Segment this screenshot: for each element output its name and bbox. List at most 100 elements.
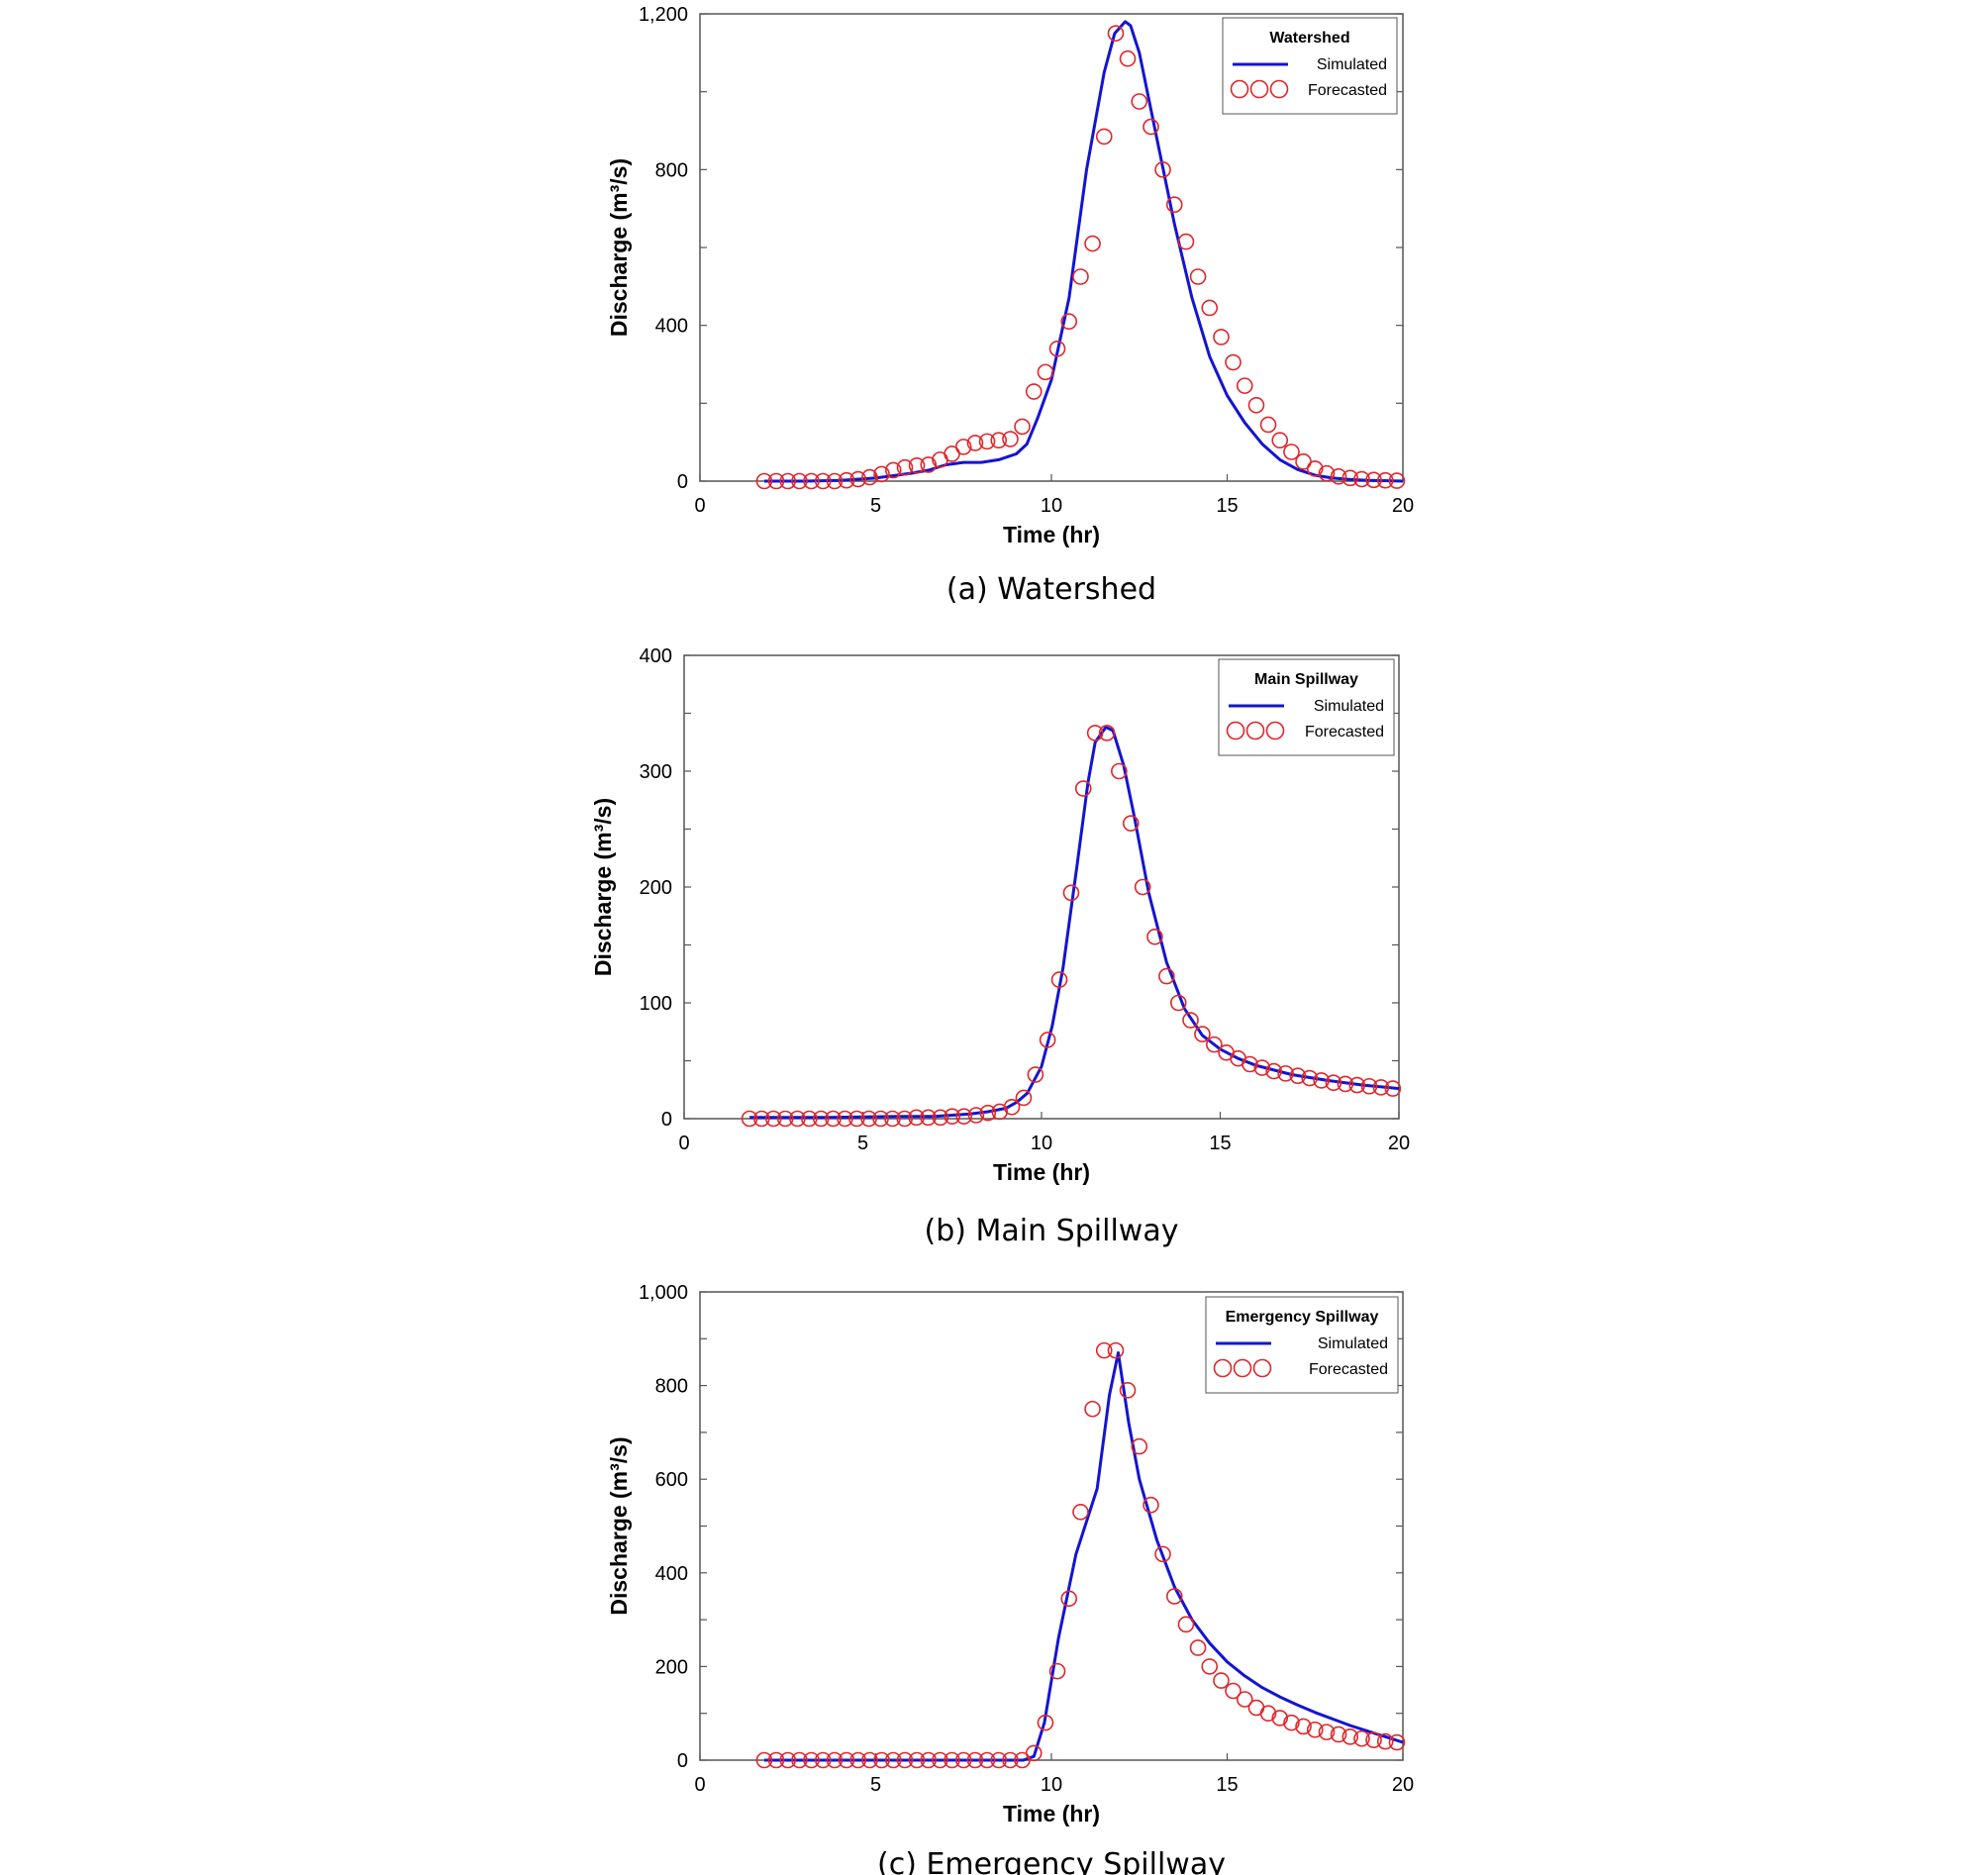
forecasted-point: [908, 1751, 926, 1769]
forecasted-point: [1259, 416, 1277, 434]
y-tick-label: 300: [640, 761, 672, 783]
forecasted-point: [1342, 1728, 1359, 1745]
chart-caption: (c) Emergency Spillway: [877, 1847, 1226, 1875]
y-tick-label: 600: [655, 1469, 688, 1491]
forecasted-point: [1003, 1099, 1021, 1116]
forecasted-point: [1353, 470, 1370, 488]
forecasted-point: [849, 1751, 867, 1769]
legend-forecasted-swatch: [1213, 1358, 1233, 1378]
forecasted-point: [1271, 1710, 1289, 1727]
forecasted-point: [1177, 1616, 1195, 1633]
forecasted-point: [1072, 268, 1089, 285]
y-axis-title: Discharge (m³/s): [606, 158, 632, 337]
legend-title: Main Spillway: [1254, 671, 1358, 688]
forecasted-point: [812, 1110, 830, 1128]
forecasted-point: [1318, 1724, 1336, 1740]
forecasted-point: [755, 1751, 773, 1769]
forecasted-point: [776, 1110, 794, 1128]
forecasted-point: [967, 1107, 985, 1124]
forecasted-point: [978, 433, 996, 450]
forecasted-point: [1177, 233, 1195, 250]
forecasted-point: [884, 1110, 901, 1128]
forecasted-point: [1014, 418, 1031, 436]
forecasted-point: [1353, 1729, 1370, 1747]
forecasted-point: [838, 1751, 855, 1769]
forecasted-point: [920, 1109, 937, 1127]
forecasted-point: [1111, 762, 1128, 780]
forecasted-point: [837, 1110, 853, 1128]
forecasted-point: [1337, 1075, 1354, 1093]
forecasted-point: [1289, 1067, 1307, 1085]
forecasted-point: [1037, 363, 1054, 381]
legend-forecasted-swatch: [1265, 721, 1285, 740]
forecasted-point: [753, 1110, 770, 1128]
forecasted-point: [1098, 725, 1116, 741]
x-axis-title: Time (hr): [1003, 522, 1100, 547]
forecasted-point: [1095, 1341, 1113, 1359]
forecasted-point: [954, 439, 972, 455]
forecasted-point: [826, 472, 844, 490]
forecasted-point: [1236, 1691, 1253, 1708]
forecasted-point: [789, 1110, 806, 1128]
forecasted-point: [1189, 1639, 1207, 1656]
forecasted-point: [1225, 353, 1242, 371]
forecasted-point: [1143, 1496, 1159, 1514]
forecasted-point: [1365, 1731, 1382, 1748]
x-tick-label: 0: [678, 1133, 689, 1154]
legend-forecasted-label: Forecasted: [1308, 82, 1387, 99]
forecasted-point: [1201, 299, 1219, 317]
forecasted-point: [944, 1751, 960, 1769]
forecasted-point: [814, 1751, 832, 1769]
forecasted-point: [1050, 971, 1068, 988]
legend-simulated-label: Simulated: [1317, 56, 1387, 73]
forecasted-point: [978, 1751, 996, 1769]
forecasted-point: [1048, 1662, 1066, 1680]
forecasted-point: [814, 472, 832, 490]
forecasted-point: [1015, 1089, 1033, 1107]
forecasted-point: [1143, 118, 1159, 136]
chart-caption: (a) Watershed: [946, 572, 1156, 607]
legend-forecasted-swatch: [1245, 721, 1265, 740]
x-tick-label: 10: [1031, 1133, 1052, 1154]
forecasted-point: [896, 458, 914, 476]
forecasted-point: [1306, 1721, 1324, 1738]
y-tick-label: 0: [661, 1109, 672, 1131]
forecasted-point: [1062, 884, 1080, 902]
forecasted-point: [861, 1751, 878, 1769]
y-tick-label: 100: [640, 993, 672, 1015]
legend-forecasted-swatch: [1249, 79, 1269, 99]
forecasted-point: [1360, 1077, 1378, 1095]
chart-emergency-spillway: 0 200 400 600 800 1,000 0 5 10 15 20 Time (hr) Disch…: [606, 1282, 1414, 1875]
forecasted-point: [1107, 25, 1125, 42]
forecasted-point: [884, 1751, 902, 1769]
forecasted-point: [966, 1751, 984, 1769]
forecasted-point: [1060, 313, 1078, 331]
legend: Watershed Simulated Forecasted: [1222, 17, 1398, 115]
forecasted-point: [1037, 1714, 1054, 1731]
forecasted-point: [1119, 1382, 1137, 1399]
forecasted-point: [1165, 1588, 1183, 1605]
forecasted-point: [779, 1751, 797, 1769]
forecasted-point: [1247, 396, 1265, 414]
forecasted-point: [1225, 1682, 1242, 1700]
x-axis-title: Time (hr): [1003, 1801, 1100, 1826]
forecasted-point: [1301, 1069, 1319, 1087]
y-axis-ticks: [700, 1291, 1403, 1761]
forecasted-point: [1027, 1066, 1044, 1083]
forecasted-point: [741, 1110, 758, 1128]
forecasted-point: [1259, 1705, 1277, 1722]
forecasted-point: [848, 1110, 865, 1128]
forecasted-point: [1072, 1504, 1089, 1521]
forecasted-point: [1325, 1074, 1342, 1092]
legend-forecasted-label: Forecasted: [1309, 1361, 1388, 1378]
legend-forecasted-swatch: [1269, 79, 1289, 99]
forecasted-point: [1165, 196, 1183, 214]
forecasted-point: [1084, 1400, 1101, 1418]
forecasted-point: [1283, 1714, 1300, 1731]
series-simulated: [749, 726, 1400, 1120]
forecasted-point: [1048, 340, 1066, 357]
forecasted-point: [1213, 329, 1230, 345]
x-tick-label: 15: [1216, 495, 1238, 517]
forecasted-point: [803, 1751, 820, 1769]
forecasted-point: [825, 1110, 842, 1128]
